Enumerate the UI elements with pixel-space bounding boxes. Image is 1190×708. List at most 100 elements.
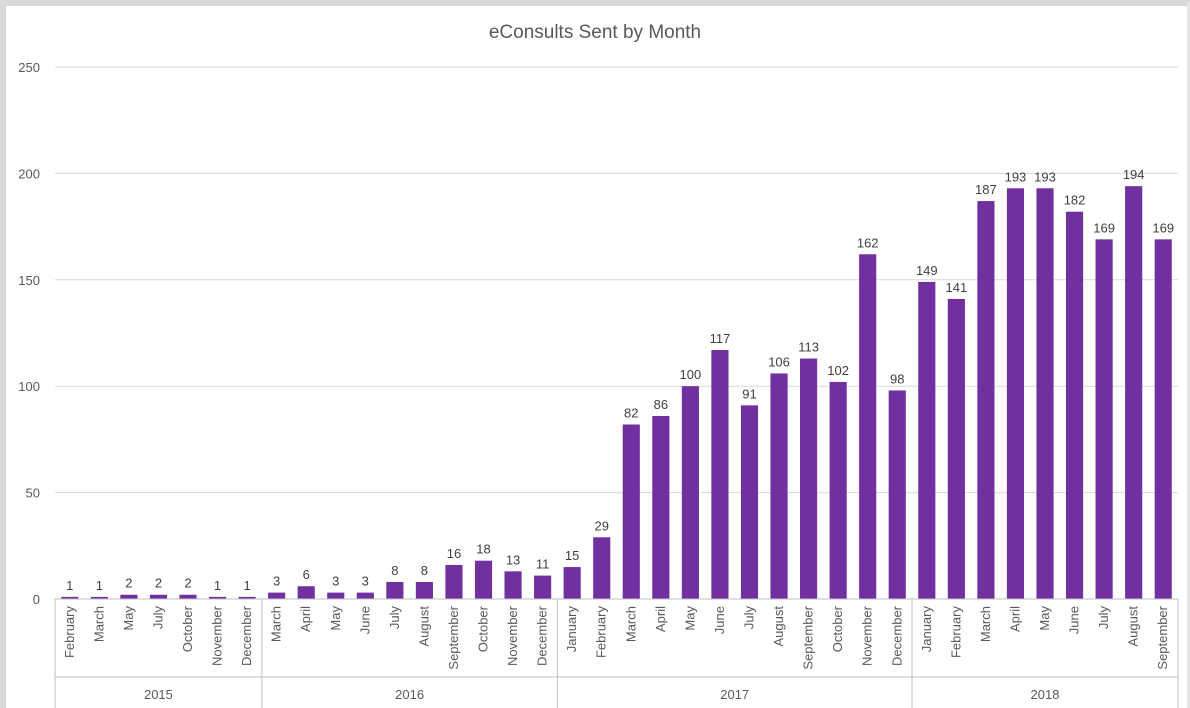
bar [61, 596, 79, 599]
x-tick-label: February [62, 606, 77, 659]
bar [622, 424, 640, 599]
data-label: 29 [594, 518, 608, 533]
group-label: 2018 [1031, 687, 1060, 702]
bar [563, 567, 581, 599]
bar [829, 381, 847, 599]
data-label: 3 [332, 574, 339, 589]
data-label: 182 [1064, 193, 1086, 208]
bar [415, 581, 433, 599]
bar [1065, 211, 1084, 600]
x-tick-label: August [771, 606, 786, 647]
bar [977, 201, 995, 599]
data-label: 2 [155, 576, 162, 591]
data-label: 169 [1152, 220, 1174, 235]
x-tick-label: April [298, 606, 313, 632]
x-tick-label: July [150, 606, 165, 630]
bar [740, 405, 759, 599]
x-tick-label: September [801, 605, 816, 669]
x-tick-label: April [653, 606, 668, 632]
bar [327, 592, 345, 599]
bar [356, 592, 374, 599]
data-label: 3 [273, 574, 280, 589]
bar [800, 358, 818, 599]
bar [1154, 239, 1172, 600]
x-tick-label: December [239, 605, 254, 666]
y-tick-label: 50 [26, 486, 40, 501]
bar [149, 594, 168, 599]
x-tick-label: September [1155, 605, 1170, 669]
x-tick-label: October [830, 605, 845, 652]
x-tick-label: July [741, 606, 756, 630]
bar [268, 592, 286, 599]
data-label: 2 [184, 576, 191, 591]
bar [297, 586, 315, 599]
bar [504, 571, 522, 599]
x-tick-label: April [1007, 606, 1022, 632]
x-tick-label: June [1067, 606, 1082, 634]
data-label: 1 [66, 578, 73, 593]
y-tick-label: 250 [18, 60, 40, 75]
y-tick-label: 100 [18, 379, 40, 394]
x-tick-label: July [387, 606, 402, 630]
data-label: 18 [476, 542, 490, 557]
x-tick-label: November [860, 605, 875, 666]
x-tick-label: December [889, 605, 904, 666]
y-tick-label: 200 [18, 166, 40, 181]
data-label: 1 [96, 578, 103, 593]
data-label: 1 [214, 578, 221, 593]
data-label: 102 [827, 363, 849, 378]
group-label: 2016 [395, 687, 424, 702]
data-label: 100 [680, 367, 702, 382]
bar [711, 350, 729, 599]
bar [238, 596, 256, 599]
bar [1125, 186, 1143, 599]
bar [179, 594, 197, 599]
bar [681, 386, 699, 599]
bar [770, 373, 788, 599]
bar [208, 596, 227, 599]
bar [1036, 188, 1054, 599]
x-tick-label: January [564, 606, 579, 653]
data-label: 91 [742, 386, 756, 401]
bar [918, 281, 936, 599]
x-tick-label: July [1096, 606, 1111, 630]
x-tick-label: March [623, 606, 638, 642]
bar [445, 564, 463, 599]
x-tick-label: September [446, 605, 461, 669]
x-tick-label: November [210, 605, 225, 666]
bar [947, 298, 965, 599]
x-tick-label: February [594, 606, 609, 659]
data-label: 6 [303, 567, 310, 582]
bar [859, 254, 877, 599]
bar [534, 575, 552, 599]
y-tick-label: 150 [18, 273, 40, 288]
data-label: 11 [536, 557, 550, 572]
x-tick-label: January [919, 606, 934, 653]
data-label: 162 [857, 235, 879, 250]
x-tick-label: November [505, 605, 520, 666]
data-label: 3 [362, 574, 369, 589]
x-tick-label: March [91, 606, 106, 642]
data-label: 8 [421, 563, 428, 578]
x-tick-label: October [180, 605, 195, 652]
x-tick-label: March [269, 606, 284, 642]
data-label: 13 [506, 552, 520, 567]
bar [888, 390, 906, 599]
bar [1095, 239, 1113, 600]
data-label: 169 [1093, 220, 1115, 235]
data-label: 98 [890, 371, 904, 386]
bar [120, 594, 138, 599]
bar [593, 537, 611, 599]
group-label: 2015 [144, 687, 173, 702]
x-tick-label: May [1037, 606, 1052, 631]
x-tick-label: August [1126, 606, 1141, 647]
x-tick-label: March [978, 606, 993, 642]
x-tick-label: August [416, 606, 431, 647]
x-tick-label: June [357, 606, 372, 634]
data-label: 8 [391, 563, 398, 578]
data-label: 16 [447, 546, 461, 561]
x-tick-label: December [535, 605, 550, 666]
data-label: 82 [624, 406, 638, 421]
data-label: 193 [1034, 169, 1056, 184]
data-label: 193 [1005, 169, 1027, 184]
